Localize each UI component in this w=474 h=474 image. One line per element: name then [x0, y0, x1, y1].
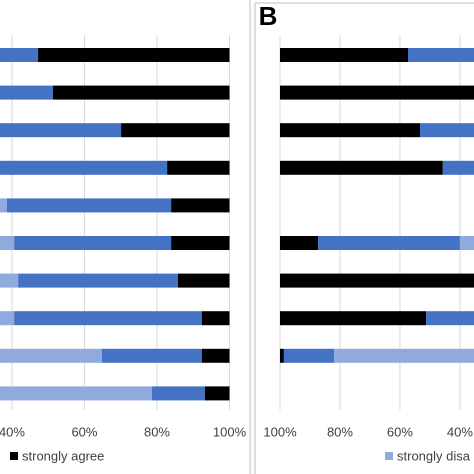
bar-segment [442, 160, 474, 175]
bar-segment [167, 160, 230, 175]
bar-segment [52, 85, 230, 100]
panel-frame [254, 2, 474, 474]
bar-segment [280, 311, 427, 326]
panel-frame [249, 0, 251, 474]
x-tick-label: 100% [213, 424, 247, 439]
panel: 40% 60% 80% 100% [0, 35, 247, 439]
bar-segment [0, 273, 19, 288]
bar-segment [333, 348, 474, 363]
bar-segment [14, 311, 202, 326]
x-tick-label: 80% [327, 424, 353, 439]
bar-segment [204, 386, 230, 401]
legend-swatch [385, 452, 393, 460]
bar-segment [280, 236, 319, 250]
bar-segment [0, 160, 168, 175]
x-tick-label: 40% [0, 424, 25, 439]
bar-segment [280, 123, 421, 138]
bar-segment [151, 386, 205, 401]
bar-segment [280, 48, 409, 62]
x-tick-label: 60% [387, 424, 413, 439]
bar-segment [0, 348, 102, 363]
legend-label: strongly disa [397, 448, 471, 463]
bar-segment [280, 348, 284, 363]
bar-segment [121, 123, 230, 138]
bar-segment [280, 160, 443, 175]
bar-segment [38, 48, 230, 62]
bar-segment [18, 273, 179, 288]
bar-segment [426, 311, 474, 326]
bar-segment [459, 236, 474, 250]
bar-segment [408, 48, 474, 62]
bar-segment [171, 236, 230, 250]
bar-segment [171, 198, 230, 213]
bar-segment [0, 48, 39, 62]
bar-segment [0, 123, 122, 138]
bar-segment [6, 198, 172, 213]
bar-segment [280, 85, 474, 100]
bar-segment [318, 236, 460, 250]
bar-segment [201, 311, 230, 326]
bar-segment [14, 236, 172, 250]
bar-segment [178, 273, 230, 288]
bar-segment [101, 348, 202, 363]
legend-label: strongly agree [22, 448, 104, 463]
bar-segment [0, 311, 15, 326]
bar-segment [280, 273, 474, 288]
x-tick-label: 40% [447, 424, 473, 439]
legend-swatch [10, 452, 18, 460]
bar-segment [201, 348, 230, 363]
panel: 100% 80% 60% 40% [263, 35, 474, 439]
bar-segment [0, 236, 15, 250]
panel-title: B [259, 1, 278, 31]
x-tick-label: 100% [263, 424, 297, 439]
bar-segment [0, 85, 53, 100]
x-tick-label: 80% [144, 424, 170, 439]
bar-segment [283, 348, 334, 363]
x-tick-label: 60% [71, 424, 97, 439]
bar-segment [0, 198, 7, 213]
bar-segment [0, 386, 152, 401]
bar-segment [420, 123, 474, 138]
